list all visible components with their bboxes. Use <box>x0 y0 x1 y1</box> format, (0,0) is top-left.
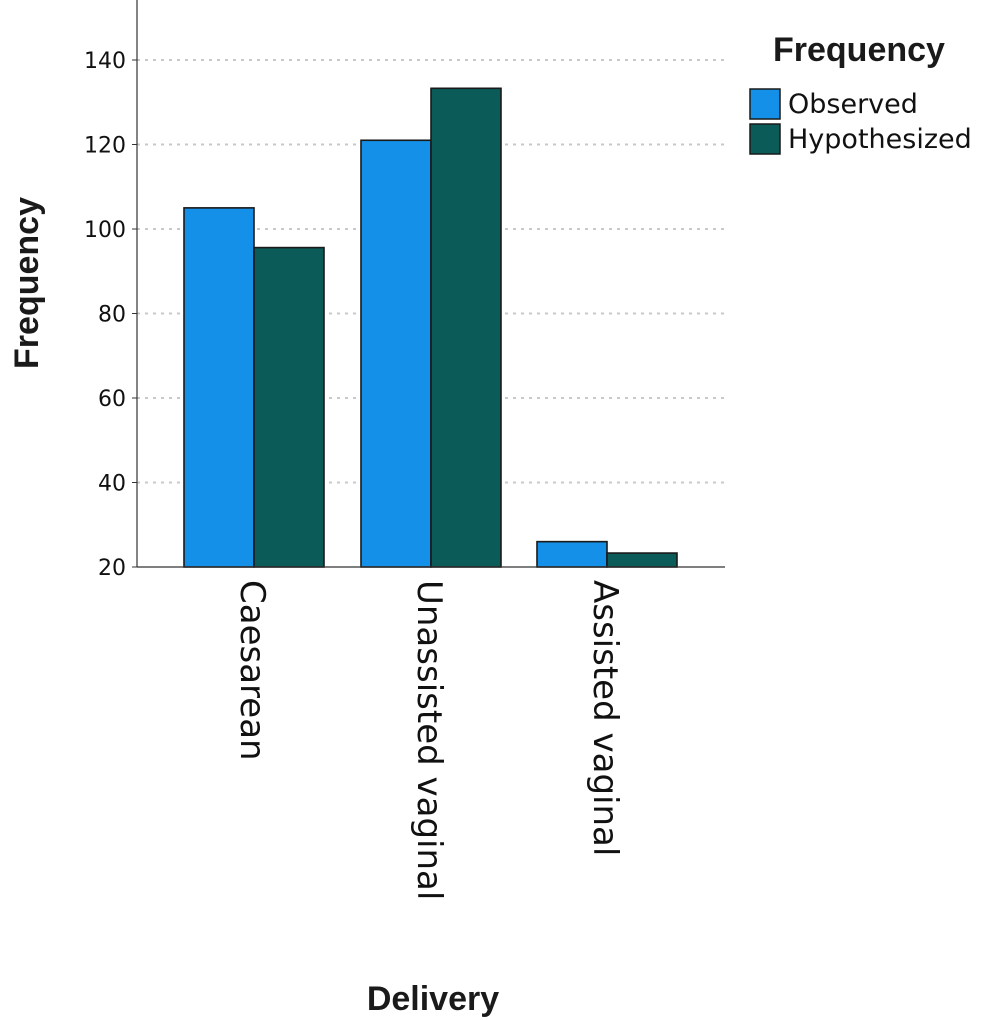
y-tick-label: 20 <box>98 556 126 581</box>
legend-title: Frequency <box>773 31 945 69</box>
y-tick-label: 100 <box>84 218 126 243</box>
bar-hypothesized-1 <box>430 87 502 568</box>
legend-swatch-hypothesized <box>749 123 781 155</box>
bar-hypothesized-2 <box>606 552 678 568</box>
legend-items: Observed Hypothesized <box>749 88 972 155</box>
y-tick-label: 120 <box>84 134 126 159</box>
x-tick-label: Unassisted vaginal <box>409 580 449 900</box>
bar-observed-2 <box>536 540 608 568</box>
legend: Frequency Observed Hypothesized <box>749 31 972 155</box>
y-tick-label: 140 <box>84 49 126 74</box>
y-tick-label: 60 <box>98 387 126 412</box>
x-tick-label: Caesarean <box>232 580 272 761</box>
x-tick-label: Assisted vaginal <box>585 580 625 856</box>
y-tick-label: 80 <box>98 303 126 328</box>
bar-observed-1 <box>360 139 432 568</box>
bars <box>183 87 678 568</box>
bar-hypothesized-0 <box>253 246 325 568</box>
axes <box>136 0 725 568</box>
x-tick-labels: Caesarean Unassisted vaginal Assisted vagi… <box>232 580 625 900</box>
y-tick-label: 40 <box>98 472 126 497</box>
legend-label-hypothesized: Hypothesized <box>788 124 972 155</box>
legend-label-observed: Observed <box>788 89 918 120</box>
bar-observed-0 <box>183 207 255 568</box>
y-tick-labels: 20 40 60 80 100 120 140 <box>84 49 126 581</box>
x-axis-title: Delivery <box>367 980 499 1018</box>
y-axis-title: Frequency <box>8 197 46 369</box>
legend-swatch-observed <box>749 88 781 120</box>
